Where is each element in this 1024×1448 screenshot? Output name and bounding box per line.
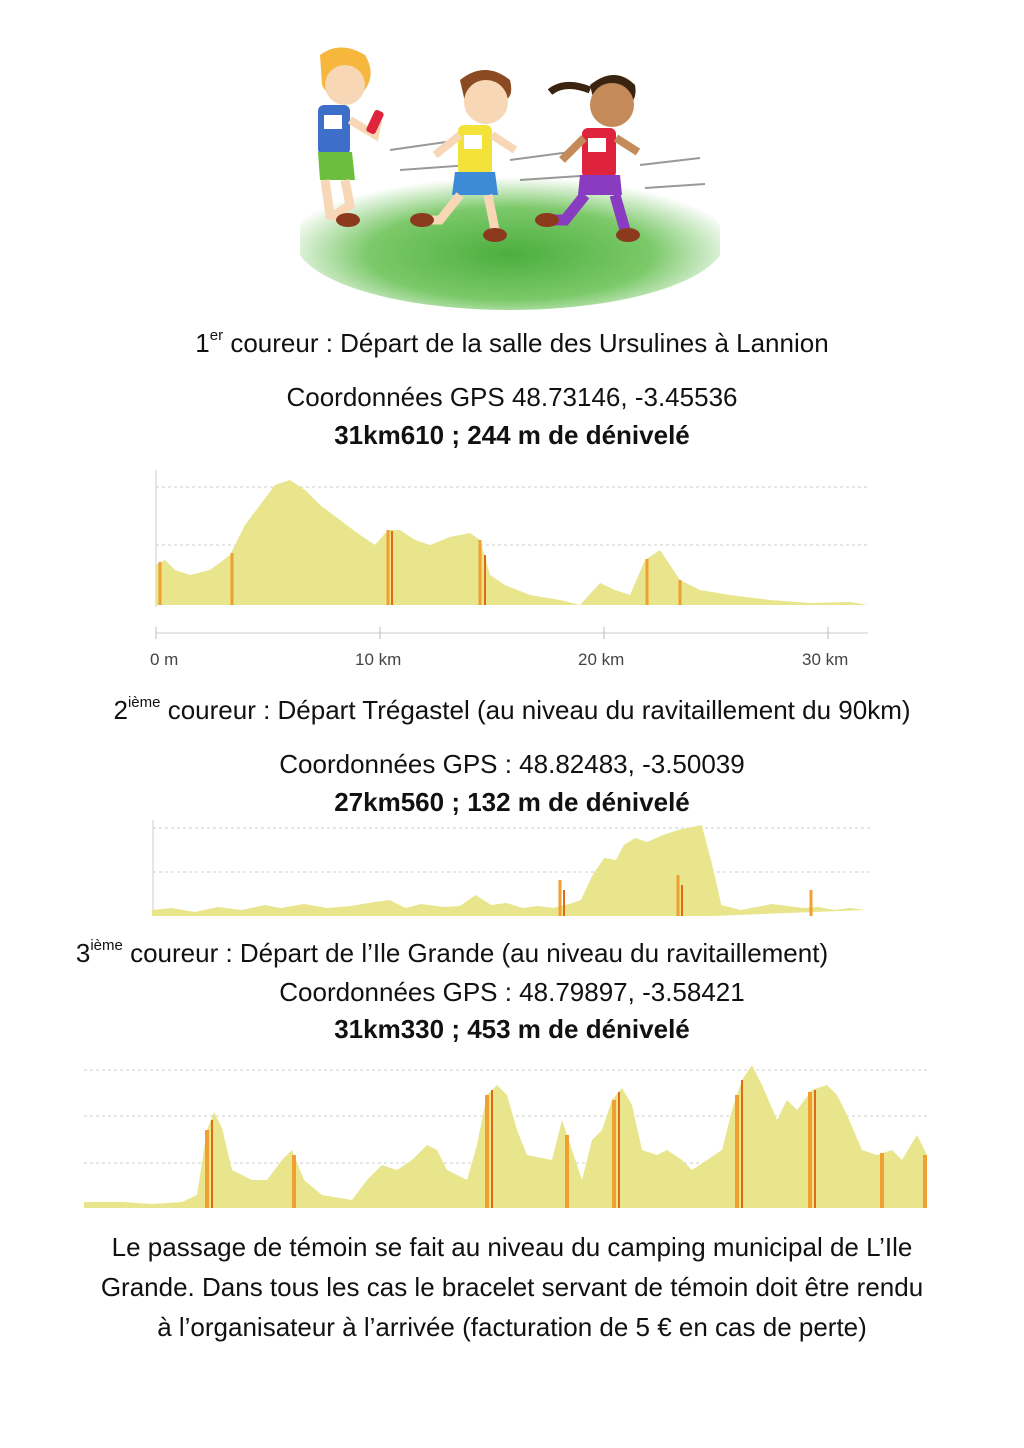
runner1-summary: 31km610 ; 244 m de dénivelé bbox=[334, 420, 690, 450]
elevation-profile-runner2 bbox=[151, 820, 870, 916]
runner3-gps: Coordonnées GPS : 48.79897, -3.58421 bbox=[279, 977, 745, 1007]
runner3-title: 3ième coureur : Départ de l’Ile Grande (… bbox=[75, 937, 829, 968]
three-children-running-relay-icon bbox=[295, 47, 725, 310]
runner1-title: 1er coureur : Départ de la salle des Urs… bbox=[195, 327, 829, 358]
runners-illustration bbox=[295, 40, 725, 310]
axis-tick-0: 0 m bbox=[150, 650, 178, 669]
elevation-profile-runner1: 0 m 10 km 20 km 30 km bbox=[150, 470, 868, 669]
runner2-title: 2ième coureur : Départ Trégastel (au niv… bbox=[113, 694, 911, 725]
runner3-summary: 31km330 ; 453 m de dénivelé bbox=[334, 1014, 690, 1044]
elevation-profile-runner3 bbox=[84, 1065, 927, 1208]
relay-instructions: Le passage de témoin se fait au niveau d… bbox=[100, 1232, 924, 1342]
axis-tick-10: 10 km bbox=[355, 650, 401, 669]
runner1-gps: Coordonnées GPS 48.73146, -3.45536 bbox=[286, 382, 738, 412]
axis-tick-20: 20 km bbox=[578, 650, 624, 669]
runner2-gps: Coordonnées GPS : 48.82483, -3.50039 bbox=[279, 749, 745, 779]
axis-tick-30: 30 km bbox=[802, 650, 848, 669]
runner2-summary: 27km560 ; 132 m de dénivelé bbox=[334, 787, 690, 817]
